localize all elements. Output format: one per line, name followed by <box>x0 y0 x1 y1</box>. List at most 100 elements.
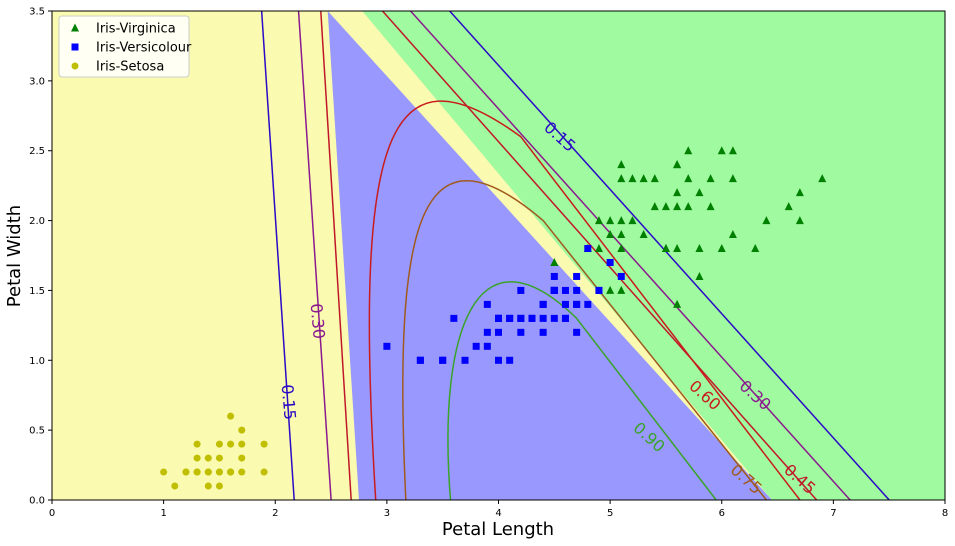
point-virginica <box>673 160 682 169</box>
point-versicolour <box>595 286 603 294</box>
point-versicolour <box>495 314 502 322</box>
point-virginica <box>795 216 804 225</box>
point-versicolour <box>539 328 547 336</box>
point-setosa <box>204 468 212 476</box>
point-versicolour <box>550 286 558 294</box>
x-tick-label: 4 <box>495 508 501 519</box>
point-virginica <box>795 188 804 197</box>
point-virginica <box>617 230 626 239</box>
point-versicolour <box>483 342 491 350</box>
point-virginica <box>594 216 603 225</box>
point-virginica <box>606 230 615 239</box>
point-virginica <box>673 299 682 308</box>
point-versicolour <box>506 314 514 322</box>
contour-line <box>368 100 801 500</box>
point-setosa <box>193 440 201 448</box>
point-versicolour <box>550 272 558 280</box>
legend-label: Iris-Setosa <box>96 60 164 75</box>
data-points <box>160 146 827 490</box>
contour-line <box>381 11 818 500</box>
y-tick-label: 2.0 <box>29 216 45 227</box>
point-versicolour <box>617 272 625 280</box>
point-setosa <box>227 412 235 420</box>
contour-label: 0.15 <box>278 384 300 421</box>
region-virginica <box>362 11 945 500</box>
y-axis-label: Petal Width <box>4 205 25 307</box>
point-virginica <box>673 244 682 253</box>
point-versicolour <box>517 328 525 336</box>
point-virginica <box>617 160 626 169</box>
point-virginica <box>695 188 704 197</box>
point-versicolour <box>495 356 502 364</box>
legend-marker-virginica <box>71 23 79 32</box>
x-axis-label: Petal Length <box>442 519 554 540</box>
point-setosa <box>260 468 268 476</box>
y-tick-label: 3.5 <box>29 7 45 18</box>
point-versicolour <box>584 300 592 308</box>
point-virginica <box>650 174 659 183</box>
point-virginica <box>784 202 793 211</box>
contour-line <box>320 11 352 500</box>
point-versicolour <box>584 245 592 253</box>
point-setosa <box>160 468 168 476</box>
x-tick-label: 1 <box>160 508 166 519</box>
point-setosa <box>215 440 223 448</box>
legend-label: Iris-Versicolour <box>96 41 192 56</box>
contour-label: 0.30 <box>307 303 329 340</box>
y-axis-ticks: 0.0 0.5 1.0 1.5 2.0 2.5 3.0 3.5 <box>29 7 52 507</box>
point-versicolour <box>550 314 558 322</box>
point-virginica <box>717 244 726 253</box>
point-virginica <box>606 216 615 225</box>
legend-box <box>58 15 190 78</box>
x-tick-label: 8 <box>942 508 948 519</box>
point-versicolour <box>528 314 536 322</box>
point-virginica <box>639 230 648 239</box>
point-versicolour <box>561 300 569 308</box>
point-virginica <box>706 202 715 211</box>
point-virginica <box>617 285 626 294</box>
point-versicolour <box>483 300 491 308</box>
point-setosa <box>238 440 246 448</box>
point-virginica <box>762 216 771 225</box>
point-setosa <box>204 482 212 490</box>
point-versicolour <box>573 286 581 294</box>
point-virginica <box>628 174 637 183</box>
point-versicolour <box>472 342 480 350</box>
point-virginica <box>673 202 682 211</box>
y-tick-label: 1.0 <box>29 356 45 367</box>
y-tick-label: 3.0 <box>29 76 45 87</box>
point-virginica <box>617 216 626 225</box>
contour-line <box>297 11 332 500</box>
x-tick-label: 3 <box>384 508 390 519</box>
point-setosa <box>215 482 223 490</box>
point-versicolour <box>439 356 447 364</box>
point-virginica <box>706 174 715 183</box>
x-tick-label: 2 <box>272 508 278 519</box>
point-versicolour <box>506 356 514 364</box>
point-virginica <box>818 174 827 183</box>
y-tick-label: 0.0 <box>29 496 45 507</box>
point-versicolour <box>383 342 391 350</box>
legend-marker-versicolour <box>71 43 79 51</box>
x-tick-label: 7 <box>830 508 836 519</box>
x-tick-label: 5 <box>607 508 613 519</box>
point-virginica <box>661 244 670 253</box>
x-tick-label: 6 <box>719 508 725 519</box>
point-virginica <box>673 188 682 197</box>
point-virginica <box>594 244 603 253</box>
point-setosa <box>171 482 179 490</box>
legend: Iris-Virginica Iris-Versicolour Iris-Setos… <box>58 15 192 78</box>
point-virginica <box>650 202 659 211</box>
point-setosa <box>260 440 268 448</box>
point-versicolour <box>517 314 525 322</box>
point-virginica <box>617 244 626 253</box>
contour-line <box>448 11 890 500</box>
point-virginica <box>684 174 693 183</box>
legend-marker-setosa <box>71 62 79 70</box>
point-versicolour <box>606 258 614 266</box>
point-setosa <box>193 468 201 476</box>
point-setosa <box>227 440 235 448</box>
point-virginica <box>717 146 726 155</box>
y-tick-label: 0.5 <box>29 426 45 437</box>
